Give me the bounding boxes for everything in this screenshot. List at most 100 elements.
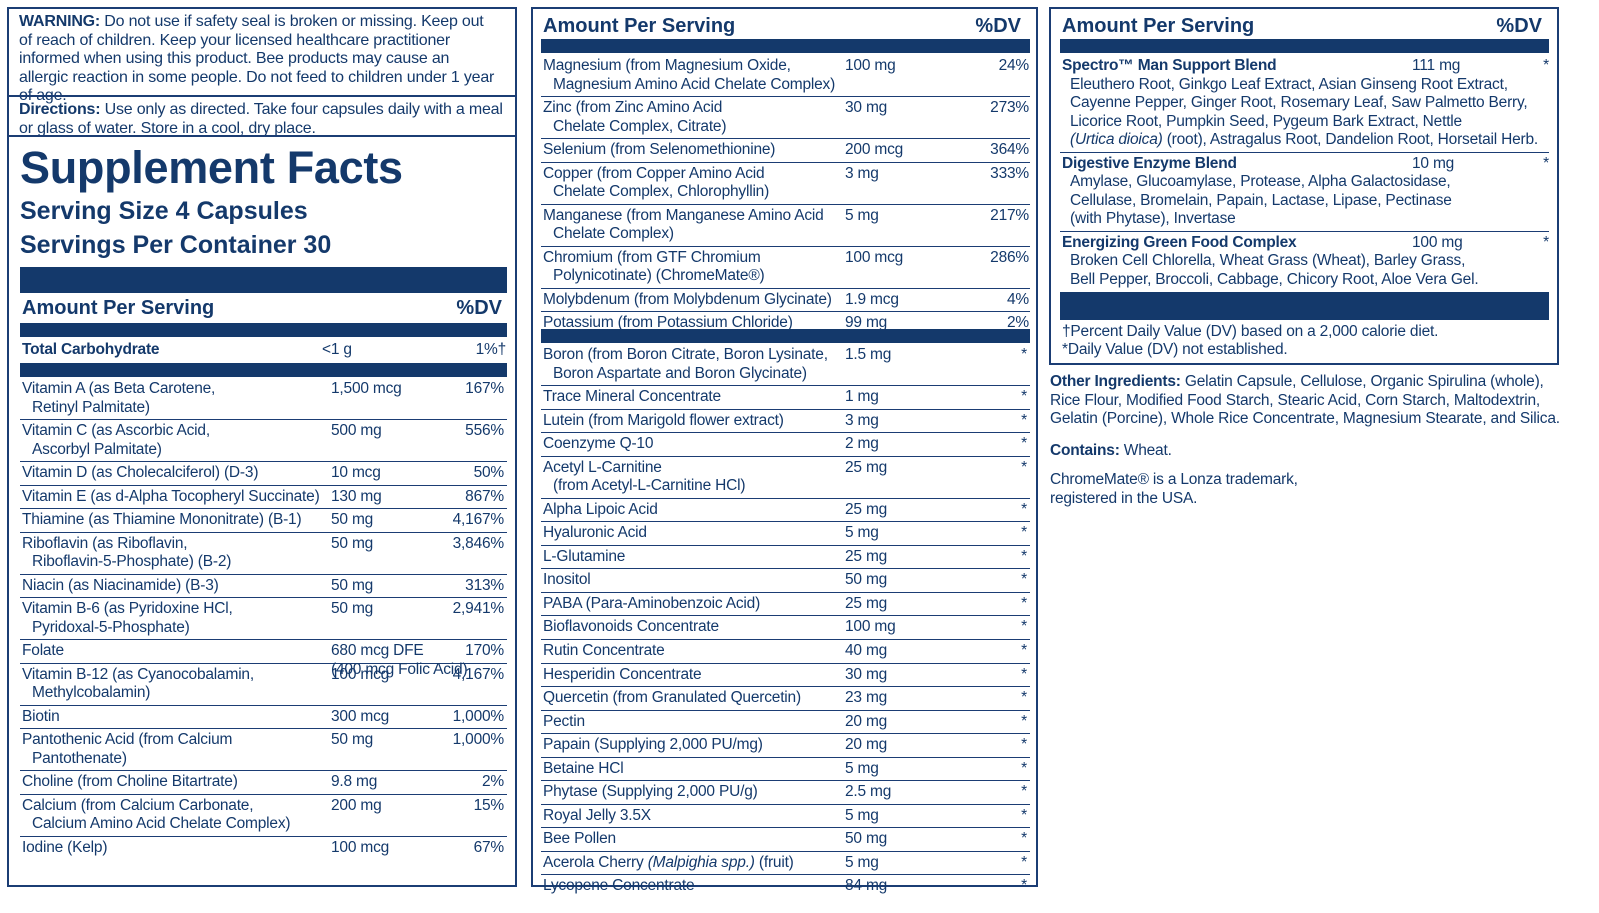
table-row: Manganese (from Manganese Amino Acid Chel… xyxy=(541,205,1030,247)
table-row: Pectin 20 mg * xyxy=(541,711,1030,735)
dv-header-2: %DV xyxy=(975,15,1021,37)
nutrient-amount: 50 mg xyxy=(331,511,374,528)
nutrient-name: Selenium (from Selenomethionine) xyxy=(543,141,776,158)
nutrient-dv: * xyxy=(1021,524,1027,542)
table-row: Iodine (Kelp) 100 mcg 67% xyxy=(20,837,507,860)
warning-text: WARNING: Do not use if safety seal is br… xyxy=(19,13,499,106)
nutrient-amount: 25 mg xyxy=(845,458,888,476)
table-row: Vitamin E (as d-Alpha Tocopheryl Succina… xyxy=(20,486,507,509)
nutrient-name: Niacin (as Niacinamide) (B-3) xyxy=(22,576,219,594)
blend-dv: * xyxy=(1543,233,1549,251)
section-bar-2 xyxy=(541,329,1030,343)
nutrient-name: Vitamin C (as Ascorbic Acid, Ascorbyl Pal… xyxy=(22,422,210,458)
table-row: Pantothenic Acid (from Calcium Pantothena… xyxy=(20,729,507,771)
nutrient-name: Vitamin B-12 (as Cyanocobalamin, Methylco… xyxy=(22,665,254,702)
nutrient-name: Copper (from Copper Amino Acid Chelate Co… xyxy=(543,164,770,201)
nutrient-dv: 15% xyxy=(473,796,505,814)
blend-amount: 100 mg xyxy=(1412,233,1463,251)
footnote-not-established: *Daily Value (DV) not established. xyxy=(1062,341,1288,358)
nutrient-name: Alpha Lipoic Acid xyxy=(543,500,658,518)
table-row: Royal Jelly 3.5X 5 mg * xyxy=(541,805,1030,829)
nutrient-dv: * xyxy=(1021,806,1027,824)
nutrient-amount: 10 mcg xyxy=(331,464,381,481)
blend-ingredients: Bell Pepper, Broccoli, Cabbage, Chicory … xyxy=(1070,270,1479,288)
nutrient-amount: 25 mg xyxy=(845,500,888,518)
blend-dv: * xyxy=(1543,154,1549,172)
trademark-note: ChromeMate® is a Lonza trademark, regist… xyxy=(1050,471,1298,508)
nutrient-name: Coenzyme Q-10 xyxy=(543,435,654,453)
blend-ingredients: (Urtica dioica) (root), Astragalus Root,… xyxy=(1070,131,1539,148)
nutrient-amount: 9.8 mg xyxy=(331,773,378,790)
table-row: Vitamin B-6 (as Pyridoxine HCl, Pyridoxal… xyxy=(20,598,507,640)
table-row: Hyaluronic Acid 5 mg * xyxy=(541,522,1030,546)
table-row: Coenzyme Q-10 2 mg * xyxy=(541,433,1030,457)
blend-ingredients: Cayenne Pepper, Ginger Root, Rosemary Le… xyxy=(1070,94,1528,111)
amount-header-3: Amount Per Serving xyxy=(1062,15,1255,37)
nutrient-dv: 67% xyxy=(473,838,505,856)
footnote-dv: †Percent Daily Value (DV) based on a 2,0… xyxy=(1062,323,1439,340)
nutrient-name: Molybdenum (from Molybdenum Glycinate) xyxy=(543,290,832,308)
nutrient-dv: * xyxy=(1021,500,1027,518)
table-row: Chromium (from GTF Chromium Polynicotinat… xyxy=(541,247,1030,289)
blend-name: Spectro™ Man Support Blend xyxy=(1062,57,1277,74)
nutrient-amount: 100 mg xyxy=(845,618,896,636)
nutrient-name: Iodine (Kelp) xyxy=(22,838,108,856)
nutrient-dv: 2,941% xyxy=(452,600,505,617)
nutrient-amount: 680 mcg DFE (400 mcg Folic Acid) xyxy=(331,642,468,678)
nutrient-amount: 1 mg xyxy=(845,388,879,406)
nutrient-name: Vitamin B-6 (as Pyridoxine HCl, Pyridoxal… xyxy=(22,600,233,636)
blend-ingredients: Cellulase, Bromelain, Papain, Lactase, L… xyxy=(1070,191,1452,209)
nutrient-name: Lycopene Concentrate xyxy=(543,877,695,895)
nutrient-amount: 25 mg xyxy=(845,547,888,565)
nutrient-amount: 5 mg xyxy=(845,206,879,224)
trademark-line-2: registered in the USA. xyxy=(1050,489,1198,507)
trademark-line-1: ChromeMate® is a Lonza trademark, xyxy=(1050,471,1298,488)
nutrient-name: Acerola Cherry (Malpighia spp.) (fruit) xyxy=(543,853,794,871)
nutrient-amount: 130 mg xyxy=(331,487,382,505)
nutrient-name: Calcium (from Calcium Carbonate, Calcium … xyxy=(22,796,291,833)
nutrient-name: Hesperidin Concentrate xyxy=(543,665,702,683)
table-row: Molybdenum (from Molybdenum Glycinate) 1.… xyxy=(541,289,1030,312)
nutrient-name: Vitamin D (as Cholecalciferol) (D-3) xyxy=(22,464,259,481)
contains-line: Contains: Wheat. xyxy=(1050,442,1172,461)
table-row: Acerola Cherry (Malpighia spp.) (fruit) 5… xyxy=(541,852,1030,876)
nutrient-amount: 40 mg xyxy=(845,642,888,660)
facts-panel-3: Amount Per Serving %DV Spectro™ Man Supp… xyxy=(1049,7,1559,365)
nutrient-name: Rutin Concentrate xyxy=(543,642,665,660)
nutrient-name: Phytase (Supplying 2,000 PU/g) xyxy=(543,783,758,801)
nutrient-amount: 20 mg xyxy=(845,712,888,730)
header-bar-3 xyxy=(1060,39,1549,53)
table-row: Papain (Supplying 2,000 PU/mg) 20 mg * xyxy=(541,734,1030,758)
nutrient-name: Thiamine (as Thiamine Mononitrate) (B-1) xyxy=(22,511,302,528)
table-row: Alpha Lipoic Acid 25 mg * xyxy=(541,499,1030,523)
nutrient-amount: 1.5 mg xyxy=(845,346,892,363)
nutrient-dv: * xyxy=(1021,665,1027,683)
nutrient-amount: 3 mg xyxy=(845,164,879,182)
table-row: Quercetin (from Granulated Quercetin) 23 … xyxy=(541,687,1030,711)
table-row: L-Glutamine 25 mg * xyxy=(541,546,1030,570)
table-row: Betaine HCl 5 mg * xyxy=(541,758,1030,782)
nutrient-amount: 200 mg xyxy=(331,796,382,814)
table-row: Potassium (from Potassium Chloride) 99 mg… xyxy=(541,312,1030,335)
blend-amount: 111 mg xyxy=(1412,57,1461,74)
nutrient-name: Lutein (from Marigold flower extract) xyxy=(543,411,784,429)
nutrient-amount: 2.5 mg xyxy=(845,783,892,801)
table-row: Riboflavin (as Riboflavin, Riboflavin-5-P… xyxy=(20,533,507,575)
nutrient-amount: 50 mg xyxy=(331,534,374,552)
nutrient-name: Pectin xyxy=(543,712,585,730)
carb-row: Total Carbohydrate <1 g 1%† xyxy=(22,341,506,360)
nutrient-name: Papain (Supplying 2,000 PU/mg) xyxy=(543,736,763,754)
nutrient-name: Biotin xyxy=(22,707,60,725)
dv-header: %DV xyxy=(456,297,502,319)
nutrient-name: Betaine HCl xyxy=(543,759,624,777)
nutrient-name: Riboflavin (as Riboflavin, Riboflavin-5-P… xyxy=(22,534,232,571)
amount-header-row-2: Amount Per Serving %DV xyxy=(543,15,1021,38)
nutrient-name: Choline (from Choline Bitartrate) xyxy=(22,773,238,790)
amount-header: Amount Per Serving xyxy=(22,297,215,319)
nutrient-dv: 273% xyxy=(990,99,1029,116)
warning-label: WARNING: xyxy=(19,13,101,30)
table-row: Phytase (Supplying 2,000 PU/g) 2.5 mg * xyxy=(541,781,1030,805)
nutrient-name: Quercetin (from Granulated Quercetin) xyxy=(543,689,801,707)
nutrient-dv: * xyxy=(1021,712,1027,730)
table-row: Vitamin C (as Ascorbic Acid, Ascorbyl Pal… xyxy=(20,420,507,462)
